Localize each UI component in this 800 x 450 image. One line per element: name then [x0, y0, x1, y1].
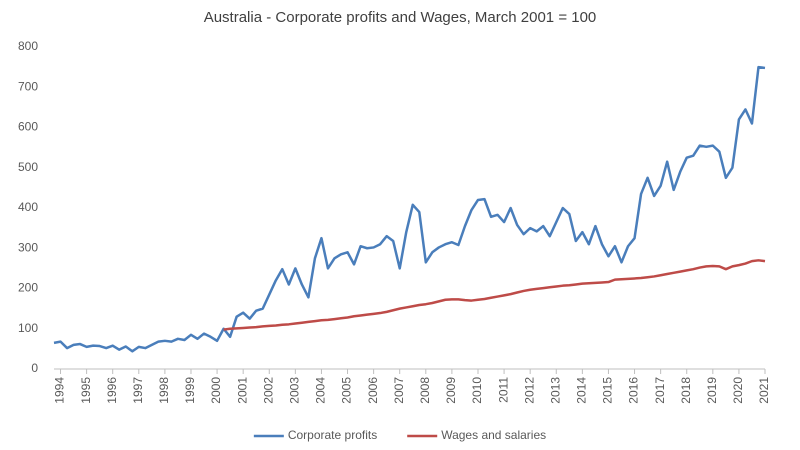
x-tick-label: 2016 — [627, 377, 641, 404]
x-tick-label: 2011 — [496, 377, 510, 403]
legend-label: Corporate profits — [288, 428, 377, 442]
x-tick-label: 2020 — [731, 377, 745, 404]
series-line — [223, 259, 766, 331]
y-tick-label: 800 — [18, 39, 38, 53]
y-tick-label: 100 — [18, 321, 38, 335]
y-tick-label: 300 — [18, 240, 38, 254]
series-line — [53, 65, 766, 353]
x-tick-label: 1999 — [183, 377, 197, 404]
x-tick-label: 2002 — [261, 377, 275, 404]
x-tick-label: 2021 — [757, 377, 771, 404]
x-tick-label: 2013 — [548, 377, 562, 404]
x-tick-label: 1997 — [131, 377, 145, 404]
x-tick-label: 2009 — [444, 377, 458, 404]
y-tick-label: 200 — [18, 281, 38, 295]
x-tick-label: 1994 — [53, 377, 67, 404]
y-tick-label: 500 — [18, 160, 38, 174]
y-tick-label: 700 — [18, 79, 38, 93]
y-tick-label: 600 — [18, 120, 38, 134]
x-tick-label: 2015 — [601, 377, 615, 404]
x-tick-label: 1995 — [79, 377, 93, 404]
x-tick-label: 2017 — [653, 377, 667, 404]
legend-label: Wages and salaries — [441, 428, 546, 442]
x-tick-label: 2019 — [705, 377, 719, 404]
x-tick-label: 2018 — [679, 377, 693, 404]
x-tick-label: 2000 — [209, 377, 223, 404]
x-tick-label: 2008 — [418, 377, 432, 404]
y-tick-label: 400 — [18, 200, 38, 214]
x-tick-label: 2005 — [340, 377, 354, 404]
x-tick-label: 2001 — [235, 377, 249, 404]
y-tick-label: 0 — [31, 361, 38, 375]
x-tick-label: 2010 — [470, 377, 484, 404]
x-tick-label: 2012 — [522, 377, 536, 404]
x-tick-label: 1998 — [157, 377, 171, 404]
x-tick-label: 2003 — [288, 377, 302, 404]
chart-title: Australia - Corporate profits and Wages,… — [204, 9, 597, 26]
x-tick-label: 2014 — [575, 377, 589, 404]
x-tick-label: 2007 — [392, 377, 406, 404]
x-tick-label: 2004 — [314, 377, 328, 404]
x-tick-label: 1996 — [105, 377, 119, 404]
x-tick-label: 2006 — [366, 377, 380, 404]
